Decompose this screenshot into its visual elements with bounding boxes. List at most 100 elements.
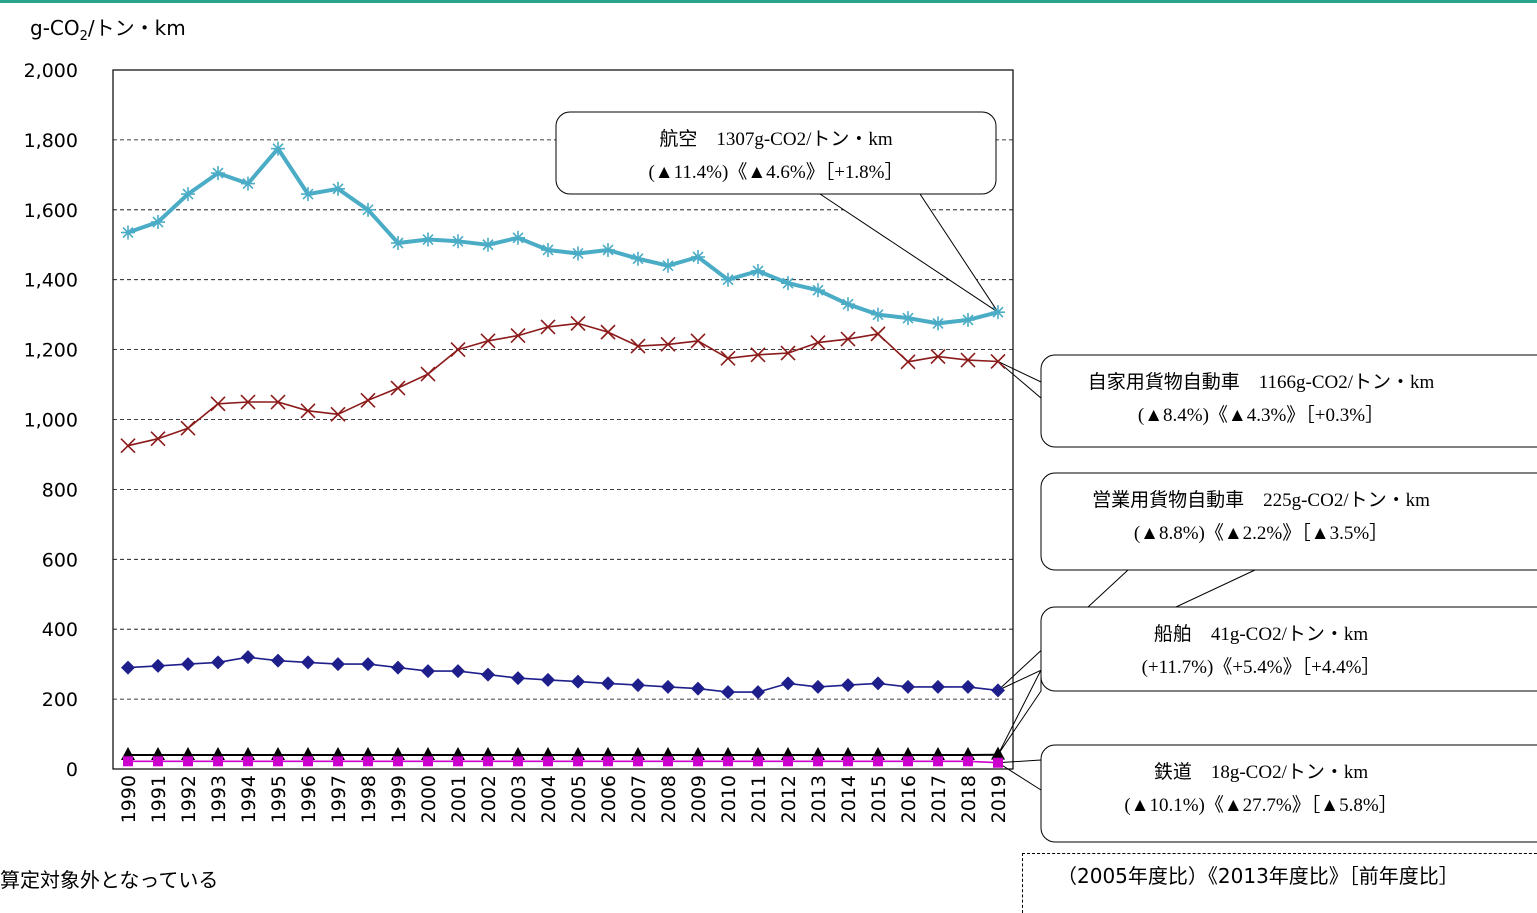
series-2-point: [571, 675, 585, 689]
series-0-point: [181, 187, 195, 201]
x-tick-label: 2015: [868, 775, 890, 823]
series-0-point: [901, 311, 915, 325]
x-tick-label: 2005: [568, 775, 590, 823]
y-tick-label: 0: [66, 759, 78, 781]
callout-3-pointer: [998, 670, 1041, 755]
series-0-point: [121, 226, 135, 240]
series-2-point: [151, 659, 165, 673]
series-1-line: [128, 323, 998, 445]
series-2-point: [481, 668, 495, 682]
footnote-legend-box: （2005年度比）《2013年度比》［前年度比］: [1022, 853, 1537, 913]
y-tick-label: 600: [42, 549, 78, 571]
callout-4-line1: 鉄道 18g-CO2/トン・km: [1154, 761, 1369, 783]
series-4-point: [783, 756, 793, 766]
series-group: [121, 142, 1005, 768]
series-4-point: [603, 756, 613, 766]
y-tick-label: 1,200: [24, 340, 78, 362]
series-4-point: [663, 756, 673, 766]
series-4-point: [183, 756, 193, 766]
x-tick-label: 2014: [838, 775, 860, 823]
callout-3: 船舶 41g-CO2/トン・km(+11.7%)《+5.4%》［+4.4%］: [1041, 607, 1537, 691]
series-4-point: [393, 756, 403, 766]
x-tick-label: 2001: [448, 775, 470, 823]
series-2-point: [511, 671, 525, 685]
y-tick-label: 1,000: [24, 410, 78, 432]
series-2: [121, 650, 1005, 699]
callout-4-line2: (▲10.1%)《▲27.7%》［▲5.8%］: [1124, 794, 1397, 816]
series-0-point: [631, 252, 645, 266]
series-2-point: [271, 654, 285, 668]
series-4-point: [963, 756, 973, 766]
x-tick-label: 2007: [628, 775, 650, 823]
series-0-point: [271, 142, 285, 156]
series-4-point: [693, 756, 703, 766]
series-0-point: [931, 316, 945, 330]
series-1-point: [181, 421, 195, 435]
series-0-point: [451, 234, 465, 248]
callout-3-box: [1041, 607, 1537, 691]
callout-2: 営業用貨物自動車 225g-CO2/トン・km(▲8.8%)《▲2.2%》［▲3…: [1041, 473, 1537, 570]
emission-intensity-line-chart: 02004006008001,0001,2001,4001,6001,8002,…: [0, 0, 1537, 885]
x-tick-label: 2009: [688, 775, 710, 823]
series-2-point: [811, 680, 825, 694]
series-4-point: [363, 756, 373, 766]
series-0-point: [961, 313, 975, 327]
series-4-point: [423, 756, 433, 766]
series-4-point: [993, 758, 1003, 768]
series-2-point: [451, 664, 465, 678]
series-2-point: [331, 657, 345, 671]
series-4-point: [333, 756, 343, 766]
series-3: [121, 747, 1005, 760]
x-tick-label: 1994: [238, 775, 260, 823]
series-2-point: [961, 680, 975, 694]
x-tick-label: 2003: [508, 775, 530, 823]
callout-2-line1: 営業用貨物自動車 225g-CO2/トン・km: [1092, 489, 1430, 511]
series-0-point: [151, 215, 165, 229]
series-4: [123, 756, 1003, 767]
callout-1-box: [1041, 355, 1537, 447]
x-tick-label: 2000: [418, 775, 440, 823]
series-4-point: [243, 756, 253, 766]
series-4-point: [213, 756, 223, 766]
x-tick-label: 1998: [358, 775, 380, 823]
series-2-point: [421, 664, 435, 678]
callout-4-box: [1041, 745, 1537, 842]
x-tick-label: 2010: [718, 775, 740, 823]
series-4-point: [903, 756, 913, 766]
x-tick-label: 2017: [928, 775, 950, 823]
series-4-line: [128, 761, 998, 762]
y-tick-label: 1,800: [24, 130, 78, 152]
series-0-point: [301, 187, 315, 201]
series-2-point: [541, 673, 555, 687]
series-0-point: [241, 177, 255, 191]
series-1-point: [421, 367, 435, 381]
series-4-point: [513, 756, 523, 766]
callout-2-box: [1041, 473, 1537, 570]
series-2-point: [751, 685, 765, 699]
series-2-point: [931, 680, 945, 694]
series-2-point: [871, 676, 885, 690]
series-0-point: [781, 276, 795, 290]
series-4-point: [543, 756, 553, 766]
series-0-point: [811, 283, 825, 297]
series-4-point: [813, 756, 823, 766]
callout-1-line1: 自家用貨物自動車 1166g-CO2/トン・km: [1088, 371, 1435, 393]
series-0-point: [481, 238, 495, 252]
x-tick-label: 1993: [208, 775, 230, 823]
series-4-point: [153, 756, 163, 766]
series-0-point: [871, 308, 885, 322]
callout-4: 鉄道 18g-CO2/トン・km (▲10.1%)《▲27.7%》［▲5.8%］: [1041, 745, 1537, 842]
series-1: [121, 316, 1005, 452]
y-tick-label: 200: [42, 689, 78, 711]
series-2-point: [721, 685, 735, 699]
series-1-point: [871, 327, 885, 341]
series-4-point: [723, 756, 733, 766]
series-0-point: [331, 182, 345, 196]
y-tick-label: 1,400: [24, 270, 78, 292]
series-4-point: [873, 756, 883, 766]
y-axis-ticks: 02004006008001,0001,2001,4001,6001,8002,…: [24, 60, 78, 781]
series-0-point: [841, 297, 855, 311]
series-0-point: [421, 233, 435, 247]
series-0-point: [571, 246, 585, 260]
